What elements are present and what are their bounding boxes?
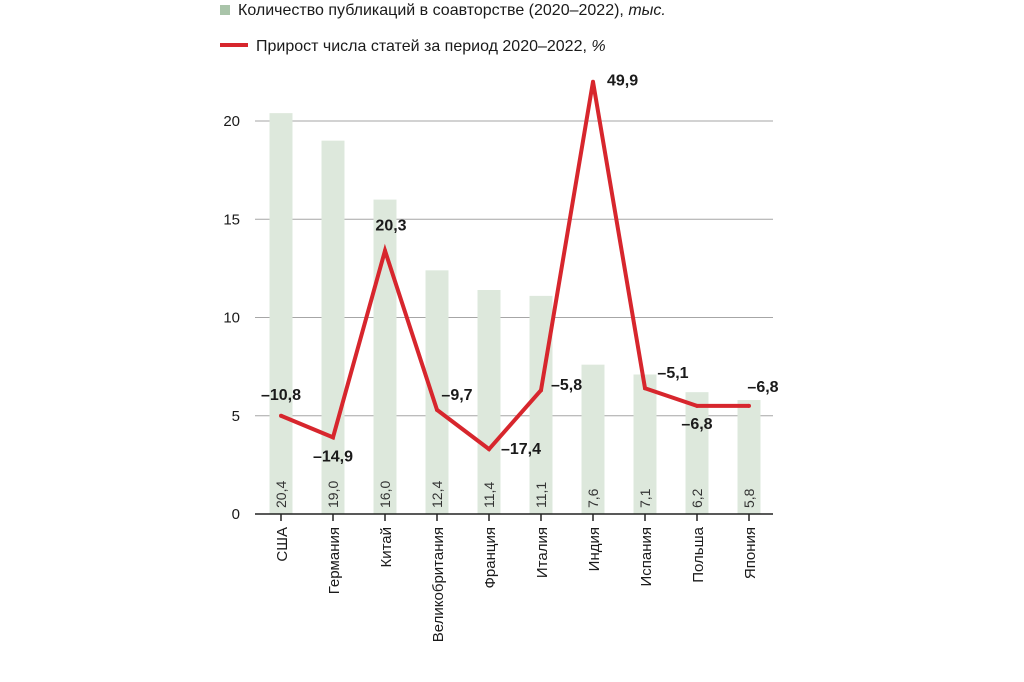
- category-label: Индия: [586, 527, 603, 571]
- bar: [581, 364, 605, 514]
- growth-point: [487, 447, 491, 452]
- legend-item-growth: Прирост числа статей за период 2020–2022…: [220, 37, 606, 57]
- bar: [633, 374, 657, 514]
- legend-item-publications: Количество публикаций в соавторстве (202…: [220, 1, 666, 21]
- bar-value-label: 5,8: [741, 488, 757, 508]
- growth-point: [331, 435, 335, 440]
- bar-value-label: 16,0: [377, 481, 393, 508]
- growth-point: [435, 407, 439, 412]
- category-label: Испания: [638, 527, 655, 587]
- y-tick-label: 0: [232, 506, 240, 523]
- bar-value-label: 12,4: [429, 481, 445, 508]
- growth-point: [383, 248, 387, 253]
- growth-point: [643, 386, 647, 391]
- bar: [425, 270, 449, 514]
- bar-value-label: 6,2: [689, 488, 705, 508]
- category-label: Польша: [690, 526, 707, 582]
- growth-value-label: –6,8: [747, 379, 778, 396]
- legend-bar-unit: тыс.: [628, 2, 666, 19]
- legend-bar-label: Количество публикаций в соавторстве (202…: [238, 2, 624, 19]
- legend-line-label: Прирост числа статей за период 2020–2022…: [256, 38, 587, 55]
- bar-value-label: 20,4: [273, 481, 289, 508]
- y-tick-label: 20: [223, 113, 240, 130]
- bar: [737, 400, 761, 514]
- category-label: Великобритания: [430, 527, 447, 642]
- bar: [685, 392, 709, 514]
- growth-value-label: –17,4: [501, 441, 541, 458]
- y-tick-label: 5: [232, 408, 240, 425]
- category-label: Германия: [326, 527, 343, 594]
- growth-line: [280, 81, 749, 452]
- category-label: США: [274, 527, 291, 562]
- category-label: Франция: [482, 527, 499, 588]
- category-label: Италия: [534, 527, 551, 578]
- growth-point: [591, 79, 595, 84]
- bar-value-label: 11,4: [481, 482, 497, 508]
- legend-line-unit: %: [591, 38, 606, 55]
- growth-value-label: 49,9: [607, 73, 638, 90]
- growth-point: [695, 403, 699, 408]
- growth-value-label: –14,9: [313, 448, 353, 465]
- bar: [529, 295, 553, 514]
- growth-value-label: –9,7: [441, 387, 472, 404]
- growth-value-label: –6,8: [681, 416, 712, 433]
- bar: [477, 289, 501, 514]
- growth-point: [279, 413, 283, 418]
- growth-value-label: –10,8: [261, 387, 301, 404]
- category-label: Китай: [378, 527, 395, 568]
- y-tick-label: 10: [223, 310, 240, 327]
- bar-value-label: 7,6: [585, 488, 601, 508]
- bar-value-label: 11,1: [533, 482, 549, 508]
- bar: [269, 113, 293, 514]
- y-tick-label: 15: [223, 211, 240, 228]
- growth-point: [747, 403, 751, 408]
- growth-point: [539, 388, 543, 393]
- category-label: Япония: [742, 527, 759, 579]
- growth-value-label: 20,3: [375, 218, 406, 235]
- bar-value-label: 19,0: [325, 481, 341, 508]
- bar-value-label: 7,1: [637, 488, 653, 508]
- legend-bar-swatch: [220, 5, 230, 15]
- growth-value-label: –5,8: [551, 377, 582, 394]
- legend-line-swatch: [220, 43, 248, 47]
- growth-value-label: –5,1: [657, 365, 688, 382]
